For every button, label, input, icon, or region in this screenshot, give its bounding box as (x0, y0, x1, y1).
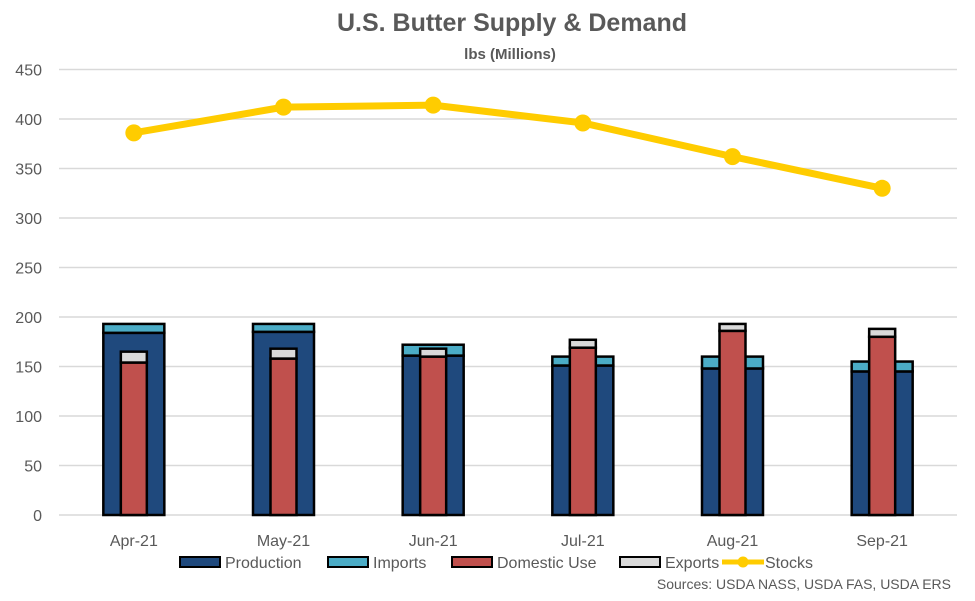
chart-subtitle: lbs (Millions) (464, 46, 556, 63)
bar-exports (568, 338, 598, 349)
legend-label: Imports (373, 555, 426, 572)
legend-label: Production (225, 555, 302, 572)
bar-domestic-use (568, 346, 598, 517)
bar-exports (718, 322, 747, 333)
bar-domestic-use (269, 357, 298, 517)
legend-swatch-exports (619, 556, 661, 568)
x-tick-label: Jul-21 (561, 533, 605, 550)
bars (102, 322, 914, 517)
chart-title: U.S. Butter Supply & Demand (337, 9, 687, 37)
bar-domestic-use (119, 361, 149, 517)
x-tick-label: Jun-21 (409, 533, 458, 550)
bar-exports (119, 350, 149, 364)
bar-exports (867, 327, 897, 339)
x-axis-ticks: Apr-21 May-21 Jun-21 Jul-21 Aug-21 Sep-21 (110, 533, 908, 550)
bar-exports (418, 347, 448, 358)
legend-swatch-production (179, 556, 221, 568)
y-axis-ticks: 0 50 100 150 200 250 300 350 400 450 (15, 63, 42, 526)
x-tick-label: Sep-21 (856, 533, 908, 550)
point-stocks (125, 124, 143, 142)
bar-imports (251, 322, 316, 334)
y-tick-label: 300 (15, 211, 42, 228)
line-stocks (133, 101, 883, 192)
x-tick-label: May-21 (257, 533, 310, 550)
y-tick-label: 100 (15, 409, 42, 426)
bar-domestic-use (418, 355, 448, 517)
legend-marker-stocks (737, 556, 749, 568)
gridlines (59, 68, 957, 516)
x-tick-label: Apr-21 (110, 533, 158, 550)
bar-exports (269, 347, 298, 360)
y-tick-label: 200 (15, 310, 42, 327)
stocks-line (125, 96, 891, 197)
y-tick-label: 400 (15, 112, 42, 129)
point-stocks (424, 96, 442, 114)
legend-label: Stocks (765, 555, 813, 572)
y-tick-label: 450 (15, 63, 42, 80)
y-tick-label: 350 (15, 162, 42, 179)
bar-domestic-use (718, 329, 747, 517)
y-tick-label: 150 (15, 360, 42, 377)
legend-label: Domestic Use (497, 555, 597, 572)
point-stocks (724, 148, 741, 166)
x-tick-label: Aug-21 (707, 533, 759, 550)
legend-swatch-imports (327, 556, 369, 568)
y-tick-label: 0 (33, 508, 42, 525)
point-stocks (275, 98, 292, 116)
legend-label: Exports (665, 555, 719, 572)
bar-domestic-use (867, 335, 897, 517)
point-stocks (873, 179, 891, 197)
y-tick-label: 50 (24, 459, 42, 476)
source-note: Sources: USDA NASS, USDA FAS, USDA ERS (657, 576, 951, 592)
legend: Production Imports Domestic Use Exports Stoc… (179, 555, 813, 572)
point-stocks (574, 114, 592, 132)
legend-swatch-domestic-use (451, 556, 493, 568)
bar-imports (102, 322, 166, 335)
y-tick-label: 250 (15, 261, 42, 278)
